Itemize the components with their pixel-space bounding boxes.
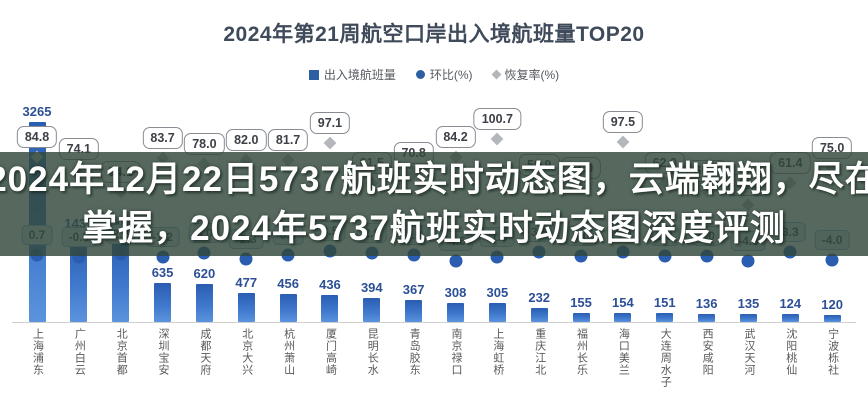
bar-西安咸阳: [698, 314, 716, 322]
recovery-value-北京大兴: 82.0: [226, 128, 267, 151]
bar-value-武汉天河: 135: [737, 296, 760, 311]
x-axis-label-福州长乐: 福州长乐: [575, 328, 588, 376]
ratio-dot-武汉天河: [741, 254, 755, 268]
legend-item-recovery[interactable]: 恢复率(%): [491, 66, 560, 83]
bar-series-icon: [308, 69, 319, 80]
bar-杭州萧山: [279, 294, 297, 322]
recovery-value-上海虹桥: 100.7: [473, 107, 521, 130]
x-axis-label-宁波栎社: 宁波栎社: [826, 328, 839, 376]
x-axis-label-成都天府: 成都天府: [198, 328, 211, 376]
bar-value-杭州萧山: 456: [277, 276, 299, 291]
x-axis-label-昆明长水: 昆明长水: [366, 328, 379, 376]
x-axis-label-海口美兰: 海口美兰: [617, 328, 630, 376]
recovery-value-海口美兰: 97.5: [602, 111, 644, 134]
recovery-diamond-厦门高崎: [323, 136, 337, 150]
legend-item-flights[interactable]: 出入境航班量: [308, 66, 396, 83]
bar-海口美兰: [614, 313, 632, 322]
x-axis-label-北京大兴: 北京大兴: [240, 328, 253, 376]
bar-宁波栎社: [823, 315, 841, 322]
recovery-value-杭州萧山: 81.7: [267, 129, 309, 152]
ratio-dot-宁波栎社: [825, 253, 839, 267]
bar-青岛胶东: [405, 300, 423, 322]
x-axis-label-南京禄口: 南京禄口: [450, 328, 462, 376]
bar-value-南京禄口: 308: [444, 285, 467, 300]
x-axis-label-西安咸阳: 西安咸阳: [701, 328, 714, 376]
bar-上海虹桥: [488, 303, 506, 322]
bar-重庆江北: [530, 308, 548, 322]
bar-福州长乐: [572, 313, 590, 322]
legend-ratio-label: 环比(%): [429, 68, 473, 82]
headline-overlay-banner: 2024年12月22日5737航班实时动态图，云端翱翔，尽在 掌握，2024年5…: [0, 152, 868, 256]
bar-value-上海浦东: 3265: [22, 104, 52, 119]
recovery-value-深圳宝安: 83.7: [142, 127, 183, 149]
bar-沈阳桃仙: [781, 314, 799, 322]
recovery-value-厦门高崎: 97.1: [309, 111, 351, 134]
bar-value-西安咸阳: 136: [695, 296, 718, 311]
bar-value-福州长乐: 155: [570, 295, 592, 310]
bar-value-昆明长水: 394: [360, 280, 383, 295]
x-axis-label-沈阳桃仙: 沈阳桃仙: [784, 328, 797, 376]
legend-flights-label: 出入境航班量: [323, 68, 396, 82]
x-axis-label-青岛胶东: 青岛胶东: [408, 328, 421, 376]
x-axis-label-杭州萧山: 杭州萧山: [282, 328, 295, 376]
bar-value-重庆江北: 232: [528, 290, 551, 305]
chart-title: 2024年第21周航空口岸出入境航班量TOP20: [223, 23, 645, 46]
bar-北京大兴: [237, 293, 255, 322]
x-axis-label-厦门高崎: 厦门高崎: [324, 328, 337, 376]
ratio-dot-南京禄口: [449, 254, 462, 268]
legend-recovery-label: 恢复率(%): [504, 68, 560, 82]
x-axis-label-北京首都: 北京首都: [115, 328, 128, 376]
chart-legend: 出入境航班量 环比(%) 恢复率(%): [0, 66, 868, 83]
x-axis-label-上海虹桥: 上海虹桥: [491, 328, 504, 376]
bar-厦门高崎: [321, 295, 339, 322]
legend-item-ratio[interactable]: 环比(%): [415, 66, 473, 83]
dot-series-icon: [415, 70, 425, 79]
bar-value-成都天府: 620: [193, 266, 216, 281]
x-axis-line: [12, 322, 856, 323]
bar-武汉天河: [739, 314, 757, 322]
bar-value-厦门高崎: 436: [319, 277, 341, 292]
recovery-diamond-海口美兰: [616, 135, 630, 149]
x-axis-label-深圳宝安: 深圳宝安: [157, 328, 170, 376]
bar-value-海口美兰: 154: [612, 295, 634, 310]
recovery-value-上海浦东: 84.8: [16, 125, 58, 148]
bar-value-大连周水子: 151: [653, 295, 676, 310]
bar-value-沈阳桃仙: 124: [779, 296, 802, 311]
bar-南京禄口: [447, 303, 464, 322]
bar-大连周水子: [656, 313, 674, 322]
recovery-value-南京禄口: 84.2: [435, 126, 476, 149]
recovery-diamond-上海虹桥: [490, 132, 504, 146]
bar-深圳宝安: [154, 283, 172, 322]
x-axis-label-广州白云: 广州白云: [73, 328, 86, 376]
bar-成都天府: [195, 284, 213, 322]
bar-value-宁波栎社: 120: [821, 297, 843, 312]
x-axis-label-武汉天河: 武汉天河: [742, 328, 755, 376]
bar-value-上海虹桥: 305: [486, 285, 509, 300]
bar-value-北京大兴: 477: [235, 275, 258, 290]
headline-line-2: 掌握，2024年5737航班实时动态图深度评测: [82, 209, 786, 248]
bar-value-青岛胶东: 367: [402, 282, 425, 297]
bar-昆明长水: [363, 298, 381, 322]
x-axis-label-大连周水子: 大连周水子: [659, 328, 672, 388]
headline-line-1: 2024年12月22日5737航班实时动态图，云端翱翔，尽在: [0, 160, 868, 199]
bar-value-深圳宝安: 635: [151, 265, 174, 280]
x-axis-label-重庆江北: 重庆江北: [533, 328, 546, 376]
x-axis-label-上海浦东: 上海浦东: [31, 328, 44, 376]
